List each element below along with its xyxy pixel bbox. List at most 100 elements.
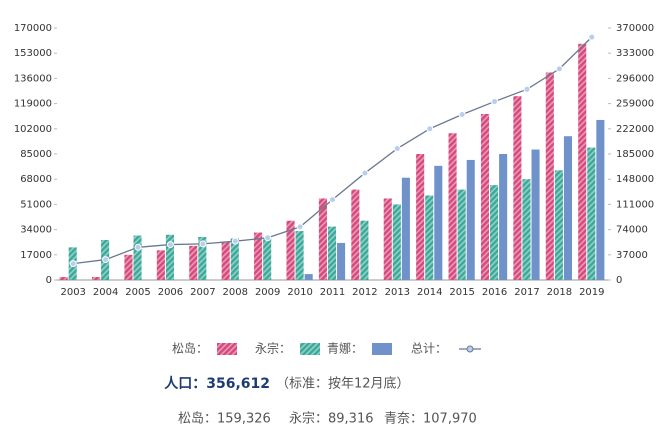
bar	[351, 189, 360, 280]
bar	[499, 154, 508, 280]
x-tick-label: 2008	[223, 287, 248, 298]
x-tick-label: 2005	[125, 287, 150, 298]
y-tick-label: 136000	[14, 73, 52, 84]
y2-tick-label: 222000	[616, 124, 654, 135]
bar	[578, 43, 587, 281]
total-marker	[102, 256, 110, 264]
bar	[425, 195, 434, 280]
legend-marker	[466, 345, 474, 353]
y-tick-label: 0	[46, 275, 52, 286]
legend-label: 总计：	[411, 342, 447, 356]
y-tick-label: 51000	[20, 199, 52, 210]
bar	[416, 154, 425, 280]
breakdown-label: 永宗：89,316	[289, 411, 374, 427]
x-tick-label: 2011	[320, 287, 345, 298]
x-tick-label: 2015	[449, 287, 474, 298]
total-marker	[296, 223, 304, 231]
total-marker	[555, 65, 563, 73]
bar	[133, 235, 142, 280]
total-marker	[329, 196, 336, 204]
y2-tick-label: 370000	[616, 23, 654, 34]
total-marker	[393, 145, 401, 153]
total-marker	[166, 241, 174, 249]
y2-tick-label: 111000	[616, 199, 654, 210]
total-label: 人口：356,612	[164, 375, 270, 392]
x-tick-label: 2017	[514, 287, 539, 298]
y-tick-label: 34000	[20, 225, 52, 236]
bar	[318, 198, 327, 280]
total-marker	[361, 169, 369, 177]
bar	[124, 254, 133, 280]
bar	[286, 220, 295, 280]
y2-tick-label: 148000	[616, 174, 654, 185]
bar	[401, 177, 410, 280]
y2-tick-label: 37000	[616, 250, 648, 261]
total-marker	[458, 110, 466, 118]
total-marker	[426, 125, 434, 133]
bar	[156, 250, 165, 280]
breakdown-label: 青奈：107,970	[384, 412, 477, 427]
total-marker	[588, 33, 596, 41]
bar	[392, 204, 401, 280]
bar	[327, 226, 337, 280]
bar	[596, 119, 605, 281]
x-tick-label: 2018	[547, 287, 572, 298]
total-marker	[264, 234, 272, 242]
bar	[587, 147, 596, 280]
bar	[490, 185, 499, 280]
y-tick-label: 153000	[14, 48, 52, 59]
y2-tick-label: 333000	[616, 48, 654, 59]
bar	[522, 179, 531, 280]
y2-tick-label: 74000	[616, 225, 648, 236]
bar	[295, 231, 304, 280]
bar	[198, 237, 207, 280]
x-tick-label: 2009	[255, 287, 280, 298]
bar	[254, 232, 263, 280]
x-tick-label: 2019	[579, 287, 604, 298]
x-tick-label: 2014	[417, 287, 442, 298]
note: （标准：按年12月底）	[276, 376, 410, 392]
x-tick-label: 2010	[287, 287, 312, 298]
x-tick-label: 2007	[190, 287, 215, 298]
bar	[531, 149, 540, 280]
total-marker	[199, 240, 207, 248]
legend-swatch	[217, 343, 237, 355]
x-tick-label: 2003	[60, 287, 85, 298]
y2-tick-label: 185000	[616, 149, 654, 160]
bar	[221, 241, 230, 280]
bar	[513, 96, 522, 280]
x-tick-label: 2013	[385, 287, 410, 298]
total-marker	[134, 243, 142, 251]
bar	[383, 198, 392, 280]
total-marker	[523, 85, 531, 93]
bar	[434, 165, 443, 280]
bar	[545, 72, 554, 281]
bar	[92, 277, 101, 280]
y-tick-label: 85000	[20, 149, 52, 160]
bar	[466, 159, 475, 280]
bar	[189, 245, 198, 280]
bar	[360, 220, 369, 280]
breakdown-label: 松岛：159,326	[178, 411, 271, 427]
bar	[457, 189, 466, 280]
bar	[263, 238, 272, 280]
y-tick-label: 119000	[14, 99, 52, 110]
y-tick-label: 102000	[14, 124, 52, 135]
bar	[165, 234, 174, 280]
legend-label: 松岛：	[172, 341, 208, 356]
total-marker	[231, 237, 239, 245]
x-tick-label: 2006	[158, 287, 183, 298]
y2-tick-label: 259000	[616, 99, 654, 110]
y2-tick-label: 296000	[616, 73, 654, 84]
x-tick-label: 2016	[482, 287, 507, 298]
bar	[448, 133, 457, 280]
total-marker	[69, 260, 77, 268]
bar	[480, 113, 490, 280]
legend-swatch	[300, 343, 320, 355]
total-marker	[491, 98, 499, 106]
legend-label: 永宗：	[255, 341, 291, 356]
x-tick-label: 2012	[352, 287, 377, 298]
bar	[563, 136, 572, 280]
y-tick-label: 170000	[14, 23, 52, 34]
